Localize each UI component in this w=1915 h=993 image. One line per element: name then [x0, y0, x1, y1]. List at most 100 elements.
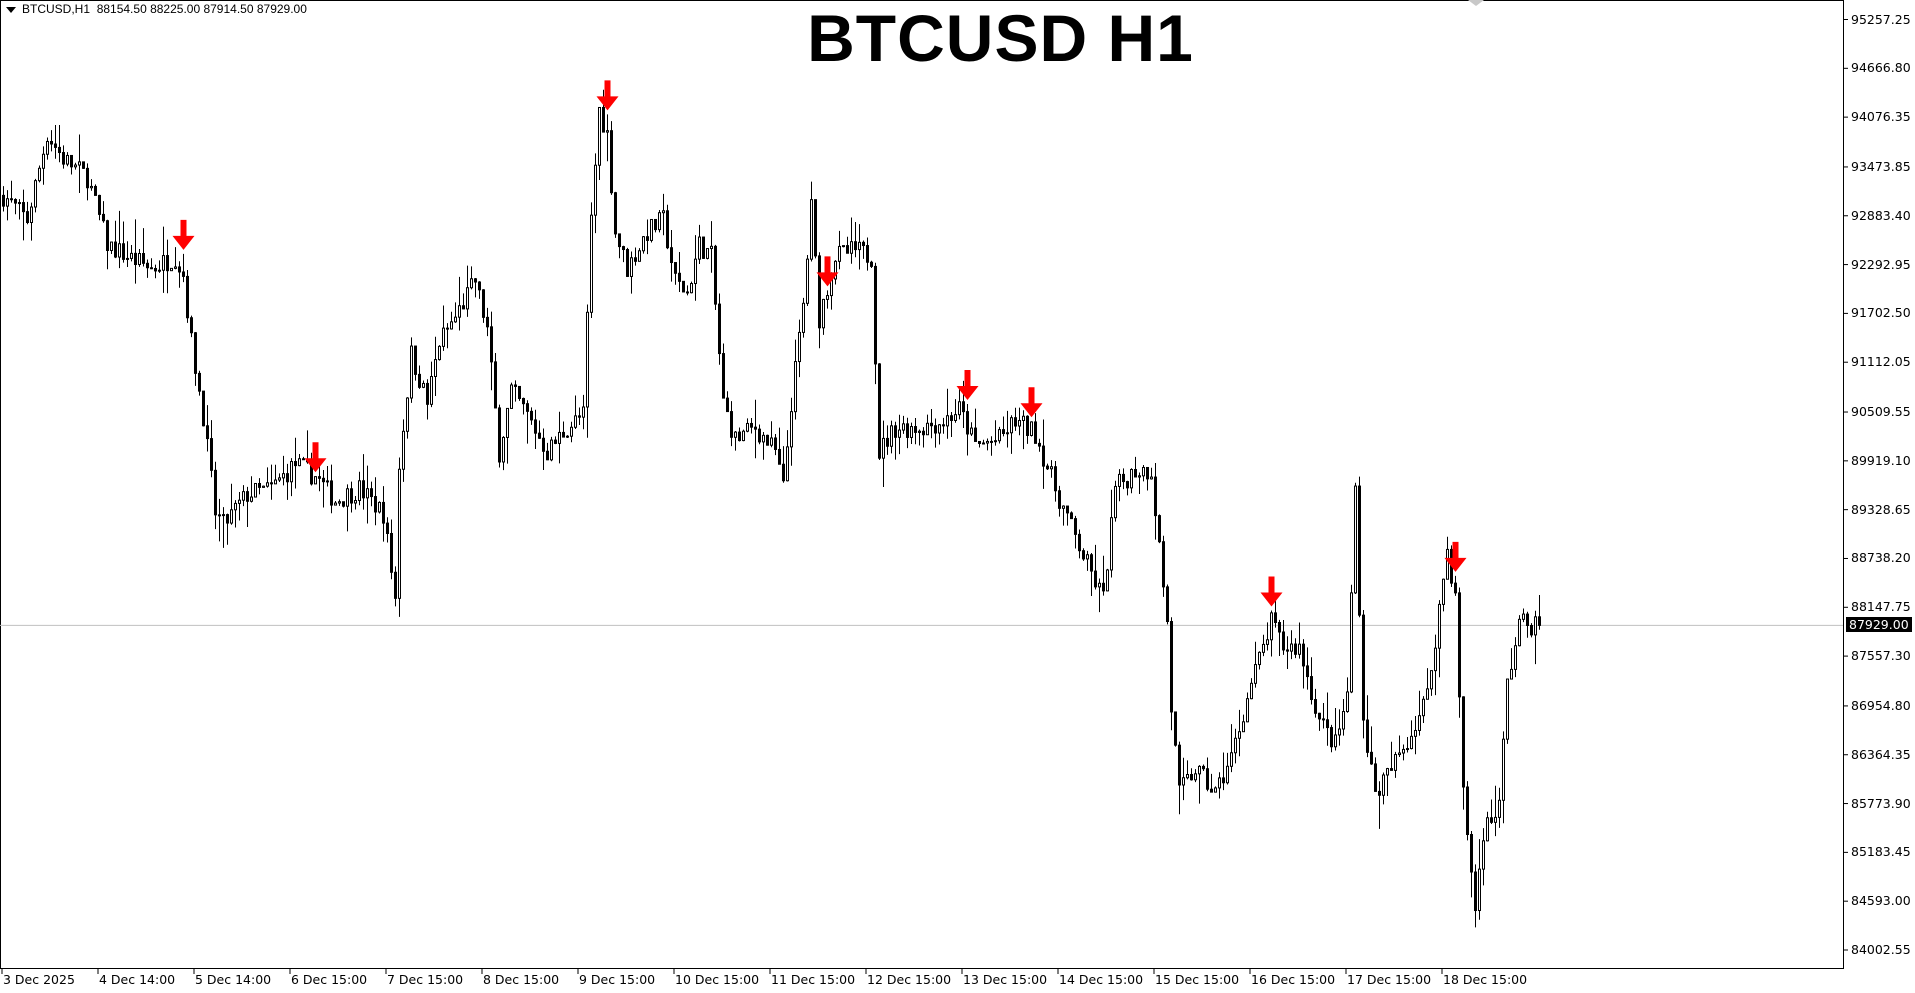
candle-body [78, 161, 81, 166]
candle-body [786, 446, 789, 482]
candle-body [794, 361, 797, 413]
candle-body [478, 281, 481, 291]
candle-body [1206, 768, 1209, 790]
candle-body [954, 414, 957, 421]
candle-body [262, 485, 265, 488]
candle-body [642, 236, 645, 252]
candle-body [682, 280, 685, 293]
candle-body [1122, 473, 1125, 483]
sell-arrow-icon [816, 256, 839, 287]
candle-body [750, 422, 753, 428]
candle-body [914, 426, 917, 433]
price-tick-label: 93473.85 [1851, 158, 1911, 174]
candle-body [1418, 715, 1421, 731]
candle-body [326, 480, 329, 483]
candle-body [614, 192, 617, 235]
candle-body [202, 390, 205, 427]
candle-body [1538, 616, 1541, 626]
candle-body [338, 501, 341, 504]
candle-body [422, 382, 425, 388]
candle-body [1498, 799, 1501, 818]
candle-body [1294, 643, 1297, 655]
candle-body [86, 167, 89, 189]
candle-body [82, 161, 85, 169]
dropdown-triangle-icon[interactable] [6, 6, 16, 13]
candle-body [766, 434, 769, 446]
candle-body [1238, 731, 1241, 739]
time-tick-label: 11 Dec 15:00 [771, 972, 856, 987]
candle-body [846, 245, 849, 254]
chart-title-wrap: BTCUSD H1 [0, 0, 1915, 76]
candle-body [1446, 548, 1449, 580]
candle-body [1274, 612, 1277, 624]
candle-body [206, 425, 209, 440]
candle-body [650, 218, 653, 241]
candle-body [626, 249, 629, 277]
candle-body [1210, 788, 1213, 793]
candle-body [1082, 550, 1085, 560]
sell-arrow-icon [1020, 387, 1043, 418]
candle-body [1074, 518, 1077, 535]
candle-body [418, 373, 421, 388]
candle-body [1278, 622, 1281, 633]
candle-body [782, 463, 785, 482]
candle-body [1054, 466, 1057, 492]
candle-body [1246, 698, 1249, 723]
candle-body [1106, 569, 1109, 592]
price-tick-label: 95257.25 [1851, 11, 1911, 27]
candle-body [1070, 512, 1073, 520]
candle-body [1354, 485, 1357, 594]
price-tick-label: 87557.30 [1851, 648, 1911, 664]
candle-body [1334, 734, 1337, 748]
candle-body [986, 440, 989, 444]
candle-body [674, 262, 677, 274]
candle-body [482, 289, 485, 318]
candle-body [582, 406, 585, 418]
candle-body [874, 265, 877, 365]
candle-body [962, 401, 965, 413]
candle-body [110, 241, 113, 251]
candle-body [266, 482, 269, 487]
price-tick-label: 90509.55 [1851, 404, 1911, 420]
candle-body [1502, 738, 1505, 801]
candle-body [1430, 670, 1433, 690]
candle-body [714, 245, 717, 305]
candle-body [618, 233, 621, 248]
candle-body [1202, 765, 1205, 770]
candle-body [974, 427, 977, 442]
candle-body [686, 291, 689, 294]
candle-body [126, 257, 129, 260]
price-tick-label: 88147.75 [1851, 599, 1911, 615]
candle-body [1018, 419, 1021, 427]
candle-body [1198, 765, 1201, 775]
candle-body [518, 385, 521, 399]
candle-body [638, 250, 641, 262]
candle-body [894, 425, 897, 438]
time-tick-label: 17 Dec 15:00 [1347, 972, 1432, 987]
candle-body [190, 317, 193, 334]
candle-body [906, 423, 909, 438]
candle-body [1178, 744, 1181, 786]
candle-body [1262, 643, 1265, 653]
candle-body [14, 199, 17, 204]
candle-body [390, 532, 393, 573]
candle-body [1330, 727, 1333, 748]
candle-body [102, 213, 105, 222]
candle-body [594, 164, 597, 216]
candle-body [194, 332, 197, 374]
candle-body [998, 429, 1001, 442]
candle-body [90, 185, 93, 189]
candle-body [1218, 777, 1221, 789]
candle-body [758, 428, 761, 443]
sell-arrow-icon [172, 219, 195, 250]
candle-body [38, 167, 41, 182]
time-tick-label: 16 Dec 15:00 [1251, 972, 1336, 987]
candle-body [710, 245, 713, 250]
candle-body [1034, 421, 1037, 444]
candle-body [214, 469, 217, 516]
candle-body [2, 194, 5, 207]
candle-body [530, 410, 533, 421]
candle-body [1014, 417, 1017, 427]
price-tick-label: 91112.05 [1851, 354, 1911, 370]
